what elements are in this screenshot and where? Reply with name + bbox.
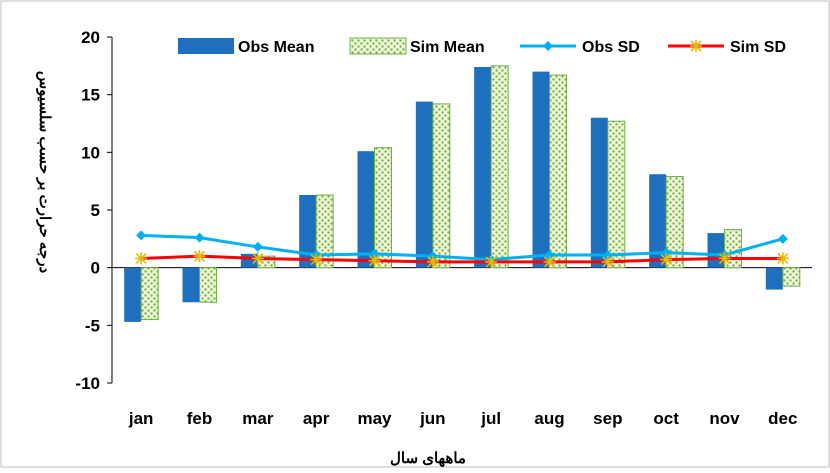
obs-sd-point — [369, 248, 380, 259]
y-tick-label: 0 — [91, 259, 100, 278]
x-tick-label: oct — [653, 409, 679, 428]
y-tick-label: -5 — [85, 316, 100, 335]
legend-label: Sim Mean — [410, 39, 485, 56]
bar-obs-mean — [357, 151, 375, 268]
obs-sd-point — [194, 232, 205, 243]
bar-sim-mean — [549, 74, 567, 269]
obs-sd-point — [136, 230, 147, 241]
obs-sd-point — [777, 233, 788, 244]
sim-sd-point — [368, 254, 381, 267]
bar-obs-mean — [707, 233, 725, 268]
sim-sd-point — [543, 255, 556, 268]
obs-sd-point — [661, 247, 672, 258]
sim-sd-point — [193, 250, 206, 263]
y-tick-label: -10 — [75, 374, 100, 393]
sim-sd-point — [251, 252, 264, 265]
y-tick-label: 10 — [81, 143, 100, 162]
y-tick-label: 15 — [81, 86, 100, 105]
sim-sd-point — [601, 255, 614, 268]
x-tick-label: mar — [242, 409, 274, 428]
line-obs-sd — [141, 233, 784, 262]
obs-sd-point — [602, 249, 613, 260]
bar-obs-mean — [474, 66, 492, 268]
line-sim-sd — [141, 254, 783, 264]
legend-item-obs-sd: Obs SD — [520, 39, 640, 56]
legend-swatch — [349, 37, 407, 55]
sim-sd-point — [485, 255, 498, 268]
x-tick-label: feb — [187, 409, 213, 428]
legend-item-obs-mean: Obs Mean — [178, 38, 314, 56]
x-tick-label: jun — [419, 409, 446, 428]
legend-marker — [543, 41, 553, 51]
y-tick-label: 20 — [81, 28, 100, 47]
x-tick-label: jan — [128, 409, 154, 428]
bar-sim-mean — [607, 120, 626, 269]
x-tick-label: nov — [709, 409, 740, 428]
x-tick-label: sep — [593, 409, 622, 428]
sim-sd-point — [718, 252, 731, 265]
bar-sim-mean — [782, 267, 801, 287]
legend-swatch — [178, 38, 234, 54]
bar-obs-mean — [765, 267, 783, 290]
x-axis-title: ماههای سال — [390, 450, 466, 467]
y-axis-title: درجه حرارت بر حسب سلسیوس — [36, 71, 53, 274]
sim-sd-point — [426, 255, 439, 268]
bar-sim-mean — [490, 65, 509, 269]
bar-sim-mean — [432, 103, 451, 269]
bar-obs-mean — [590, 117, 608, 268]
bar-sim-mean — [199, 267, 217, 303]
x-tick-label: may — [357, 409, 392, 428]
x-tick-label: aug — [534, 409, 564, 428]
sim-sd-point — [310, 253, 323, 266]
legend-label: Obs Mean — [238, 39, 314, 56]
bar-obs-mean — [124, 267, 142, 322]
legend-item-sim-mean: Sim Mean — [349, 37, 485, 56]
bar-obs-mean — [182, 267, 200, 303]
bar-sim-mean — [315, 194, 334, 269]
legend-label: Obs SD — [582, 39, 640, 56]
bar-sim-mean — [665, 176, 684, 269]
bar-sim-mean — [140, 267, 159, 321]
bar-sim-mean — [374, 147, 392, 269]
legend-marker — [690, 40, 702, 52]
y-tick-label: 5 — [91, 201, 100, 220]
sim-sd-point — [776, 252, 789, 265]
legend-label: Sim SD — [730, 39, 786, 56]
obs-sd-point — [252, 241, 263, 252]
bar-obs-mean — [532, 71, 550, 268]
x-tick-label: apr — [303, 409, 330, 428]
bar-obs-mean — [299, 195, 317, 268]
sim-sd-point — [135, 252, 148, 265]
bar-obs-mean — [649, 174, 667, 268]
legend-item-sim-sd: Sim SD — [668, 39, 786, 56]
obs-sd-point — [544, 249, 555, 260]
x-tick-label: jul — [480, 409, 501, 428]
sim-sd-point — [660, 253, 673, 266]
bar-obs-mean — [415, 101, 433, 268]
x-tick-label: dec — [768, 409, 797, 428]
